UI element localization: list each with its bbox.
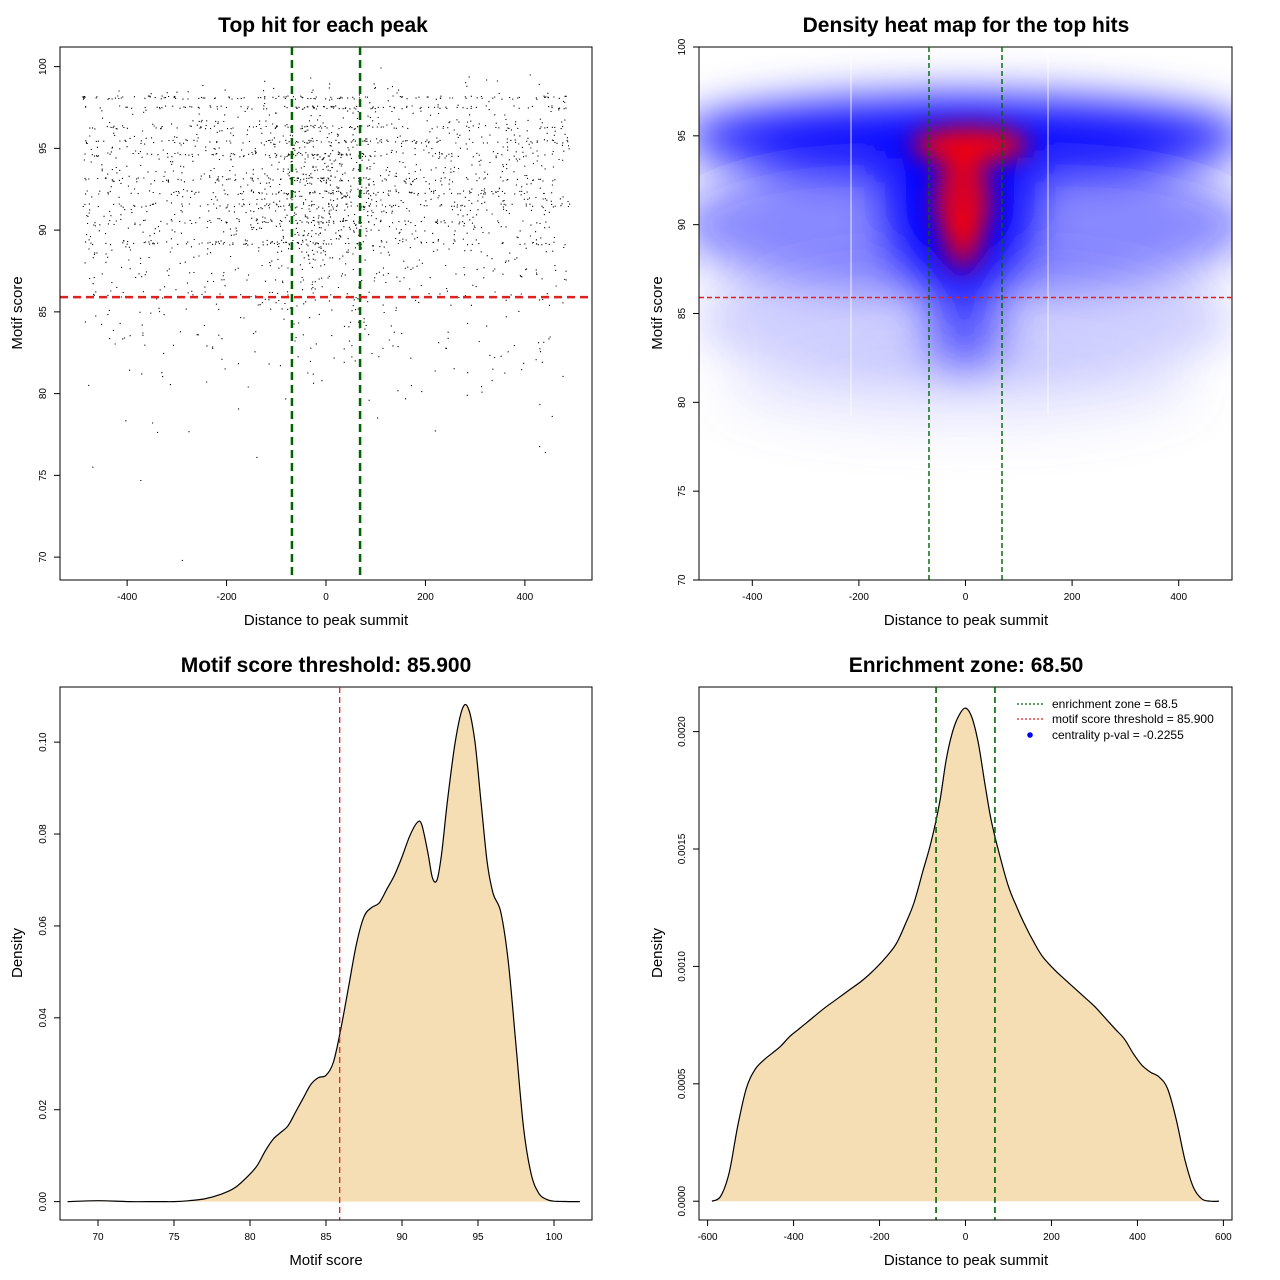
heatmap-y-tick-label: 90	[677, 219, 688, 231]
heatmap-x-tick-label: -400	[742, 592, 762, 603]
distance-density-density-fill	[711, 708, 1220, 1202]
distance-density-y-label: Density	[649, 927, 666, 978]
scatter-x-tick-label: 400	[517, 592, 534, 603]
legend-threshold-label: motif score threshold = 85.900	[1052, 712, 1214, 726]
heatmap-x-tick-label: 400	[1170, 592, 1187, 603]
heatmap-y-label: Motif score	[649, 276, 666, 349]
distance-density-y-tick-label: 0.0000	[677, 1185, 688, 1216]
distance-density-x-tick-label: -200	[870, 1232, 890, 1243]
distance-density-x-tick-label: 200	[1043, 1232, 1060, 1243]
score-density-density-fill	[67, 704, 580, 1202]
heatmap-title: Density heat map for the top hits	[803, 14, 1130, 37]
heatmap-x-tick-label: 200	[1064, 592, 1081, 603]
legend-centrality-swatch	[1027, 732, 1033, 738]
score-density-density-line	[67, 703, 580, 1203]
distance-density-x-label: Distance to peak summit	[884, 1252, 1049, 1269]
score-density-x-tick-label: 95	[472, 1232, 484, 1243]
distance-density-title: Enrichment zone: 68.50	[849, 654, 1084, 677]
scatter-y-tick-label: 100	[38, 58, 49, 75]
scatter-y-label: Motif score	[9, 276, 26, 349]
scatter-x-tick-label: -200	[217, 592, 237, 603]
score-density-x-label: Motif score	[289, 1252, 362, 1269]
heatmap-y-tick-label: 95	[677, 130, 688, 142]
score-density-y-tick-label: 0.00	[38, 1191, 49, 1211]
scatter-y-tick-label: 70	[38, 551, 49, 563]
legend-enrichment-zone-label: enrichment zone = 68.5	[1052, 697, 1178, 711]
score-density-y-tick-label: 0.06	[38, 916, 49, 936]
score-density-y-tick-label: 0.08	[38, 824, 49, 844]
scatter-y-tick-label: 80	[38, 388, 49, 400]
scatter-panel: Top hit for each peak -400 -200 0 200 400 70 7…	[9, 14, 593, 629]
scatter-x-label: Distance to peak summit	[244, 612, 409, 629]
distance-density-y-tick-label: 0.0010	[677, 951, 688, 982]
score-density-x-tick-label: 70	[92, 1232, 104, 1243]
distance-density-y-tick-label: 0.0020	[677, 716, 688, 747]
heatmap-x-label: Distance to peak summit	[884, 612, 1049, 629]
heatmap-y-tick-label: 85	[677, 308, 688, 320]
heatmap-y-tick-label: 100	[677, 38, 688, 55]
score-density-y-tick-label: 0.04	[38, 1008, 49, 1028]
legend-centrality-label: centrality p-val = -0.2255	[1052, 728, 1184, 742]
distance-density-panel: Enrichment zone: 68.50 -600 -400 -200 0 200 4…	[649, 654, 1233, 1269]
heatmap-red-layer	[912, 127, 1028, 270]
distance-density-x-tick-label: 400	[1129, 1232, 1146, 1243]
heatmap-y-tick-label: 80	[677, 396, 688, 408]
scatter-plot-frame	[59, 46, 593, 581]
score-density-x-tick-label: 100	[546, 1232, 563, 1243]
scatter-x-tick-label: 0	[323, 592, 329, 603]
score-density-title: Motif score threshold: 85.900	[181, 654, 472, 677]
score-density-panel: Motif score threshold: 85.900 70 75 80 85 90…	[9, 654, 593, 1269]
heatmap-panel: Density heat map for the top hits -400 -2…	[649, 14, 1233, 629]
distance-density-y-tick-label: 0.0005	[677, 1068, 688, 1099]
score-density-y-tick-label: 0.10	[38, 732, 49, 752]
score-density-x-tick-label: 90	[396, 1232, 408, 1243]
score-density-y-tick-label: 0.02	[38, 1100, 49, 1120]
scatter-x-tick-label: -400	[117, 592, 137, 603]
heatmap-x-tick-label: -200	[849, 592, 869, 603]
score-density-x-tick-label: 75	[168, 1232, 180, 1243]
scatter-title: Top hit for each peak	[218, 14, 428, 37]
score-density-x-tick-label: 85	[320, 1232, 332, 1243]
distance-density-x-tick-label: -600	[698, 1232, 718, 1243]
scatter-y-tick-label: 85	[38, 306, 49, 318]
score-density-y-label: Density	[9, 927, 26, 978]
distance-density-y-tick-label: 0.0015	[677, 833, 688, 864]
heatmap-y-tick-label: 70	[677, 574, 688, 586]
heatmap-x-tick-label: 0	[963, 592, 969, 603]
scatter-point-cloud	[82, 67, 571, 561]
score-density-x-tick-label: 80	[244, 1232, 256, 1243]
distance-density-x-tick-label: 0	[963, 1232, 969, 1243]
scatter-points	[82, 67, 571, 561]
heatmap-y-tick-label: 75	[677, 485, 688, 497]
distance-density-x-tick-label: -400	[784, 1232, 804, 1243]
scatter-y-tick-label: 95	[38, 142, 49, 154]
scatter-y-tick-label: 90	[38, 224, 49, 236]
distance-density-x-tick-label: 600	[1215, 1232, 1232, 1243]
scatter-y-tick-label: 75	[38, 469, 49, 481]
legend: enrichment zone = 68.5 motif score thres…	[1017, 697, 1214, 742]
distance-density-density-line	[711, 707, 1220, 1202]
scatter-x-tick-label: 200	[417, 592, 434, 603]
heatmap-density	[699, 47, 1232, 580]
